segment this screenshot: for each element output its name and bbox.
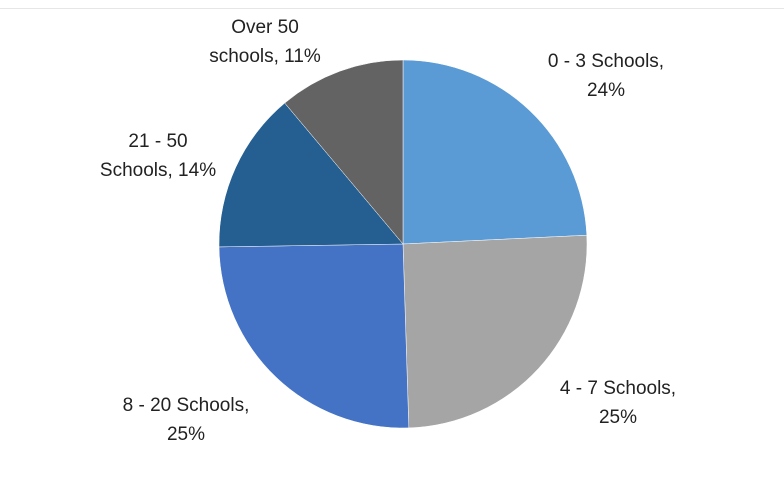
slice-label-4-7-schools: 4 - 7 Schools, 25%	[560, 374, 676, 432]
slice-label-21-50-schools: 21 - 50 Schools, 14%	[100, 127, 216, 185]
slice-label-over-50-schools: Over 50 schools, 11%	[209, 13, 321, 71]
slice-label-8-20-schools: 8 - 20 Schools, 25%	[123, 391, 250, 449]
slice-label-0-3-schools: 0 - 3 Schools, 24%	[548, 47, 664, 105]
